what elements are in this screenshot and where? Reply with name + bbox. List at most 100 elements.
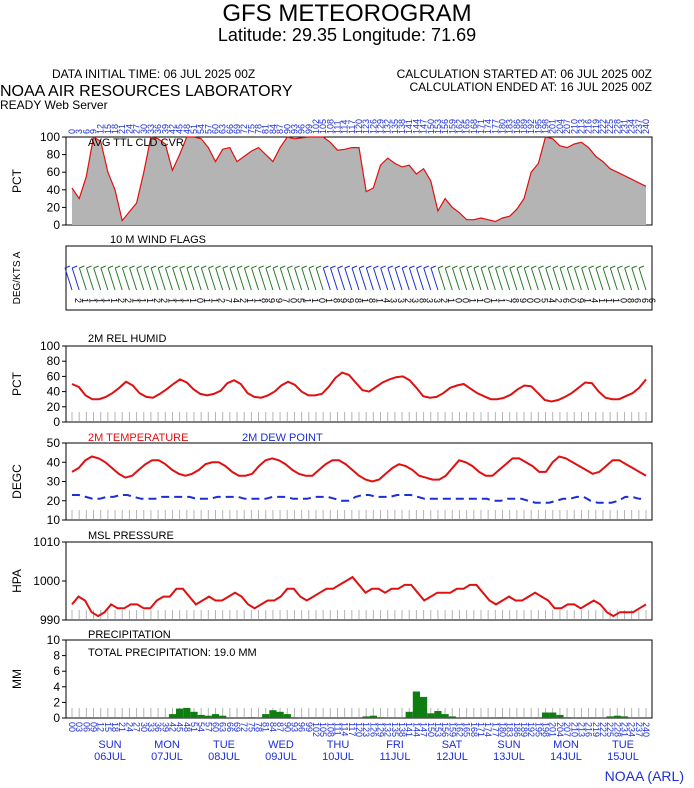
y-axis-label: DEGC [10, 464, 24, 499]
wind-flag-staff [236, 267, 245, 291]
top-hour-label: 171 [476, 119, 486, 134]
wind-flag-staff [114, 267, 123, 291]
bottom-hour-label: 90 [282, 722, 292, 732]
wind-dir-label: 4 [382, 298, 392, 303]
wind-flag-staff [351, 267, 360, 291]
y-tick-label: 40 [47, 455, 61, 469]
wind-dir-label: 1 [138, 298, 148, 303]
top-hour-label: 27 [132, 124, 142, 134]
wind-dir-label: 9 [575, 298, 585, 303]
data-initial-time: DATA INITIAL TIME: 06 JUL 2025 00Z [52, 67, 256, 81]
wind-flag-barb [488, 265, 494, 269]
date-label: 06JUL [94, 751, 126, 763]
wind-dir-label: 1 [324, 298, 334, 303]
bottom-hour-label: 237 [634, 722, 644, 737]
wind-dir-label: 3 [432, 298, 442, 303]
bottom-hour-label: 93 [289, 722, 299, 732]
wind-flag-staff [459, 267, 468, 291]
bottom-hour-label: 222 [598, 722, 608, 737]
wind-dir-label: 9 [518, 298, 528, 303]
calculation-started: CALCULATION STARTED AT: 06 JUL 2025 00Z [396, 67, 652, 81]
wind-flag-staff [423, 267, 432, 291]
precip-bar [613, 715, 621, 718]
wind-flag-barb [445, 265, 451, 269]
precip-bar [434, 711, 442, 718]
precip-bar [283, 714, 291, 718]
bottom-hour-label: 240 [641, 722, 651, 737]
bottom-hour-label: 99 [304, 722, 314, 732]
bottom-hour-label: 87 [275, 722, 285, 732]
precip-bar [290, 717, 298, 718]
y-tick-label: 20 [47, 200, 61, 214]
wind-dir-label: 8 [353, 298, 363, 303]
wind-flag-barb [631, 265, 638, 269]
panel-title: PRECIPITATION [88, 629, 171, 641]
day-label: TUE [612, 739, 634, 751]
bottom-hour-label: 177 [490, 722, 500, 737]
bottom-hour-label: 192 [526, 722, 536, 737]
wind-flag-barb [158, 265, 164, 269]
wind-flag-staff [208, 267, 216, 291]
dew-point-line [72, 494, 646, 504]
wind-flag-barb [330, 265, 336, 269]
top-hour-label: 159 [447, 119, 457, 134]
wind-flag-staff [502, 267, 511, 291]
top-hour-label: 147 [419, 119, 429, 134]
wind-dir-label: 2 [123, 298, 133, 303]
bottom-hour-label: 219 [591, 722, 601, 737]
bottom-hour-label: 126 [368, 722, 378, 737]
top-hour-label: 162 [454, 119, 464, 134]
y-tick-label: 1000 [33, 574, 60, 588]
top-hour-label: 105 [318, 119, 328, 134]
wind-dir-label: 1 [604, 298, 614, 303]
wind-flag-barb [480, 265, 487, 269]
y-tick-label: 60 [47, 369, 61, 383]
wind-dir-label: 1 [597, 298, 607, 303]
wind-dir-label: 2 [116, 298, 126, 303]
bottom-hour-label: 162 [454, 722, 464, 737]
precip-bar [420, 696, 428, 718]
wind-flag-barb [574, 265, 580, 269]
bottom-hour-label: 153 [433, 722, 443, 737]
bottom-hour-label: 234 [627, 722, 637, 737]
panel-frame-2 [65, 345, 653, 423]
wind-dir-label: 3 [396, 298, 406, 303]
wind-flag-barb [509, 265, 516, 269]
bottom-hour-label: 156 [440, 722, 450, 737]
bottom-hour-label: 150 [426, 722, 436, 737]
top-hour-label: 21 [117, 124, 127, 134]
wind-flag-staff [516, 267, 525, 291]
wind-dir-label: 2 [439, 298, 449, 303]
bottom-hour-label: 171 [476, 722, 486, 737]
wind-dir-label: 1 [489, 298, 499, 303]
y-tick-label: 1010 [33, 535, 60, 549]
panel-title: 10 M WIND FLAGS [110, 234, 206, 246]
top-hour-label: 42 [167, 124, 177, 134]
top-hour-label: 15 [103, 124, 113, 134]
top-hour-label: 36 [153, 124, 163, 134]
wind-flag-barb [495, 265, 501, 269]
top-hour-label: 114 [340, 120, 350, 134]
wind-flag-staff [530, 267, 539, 291]
wind-flag-barb [423, 265, 429, 269]
wind-dir-label: 3 [410, 298, 420, 303]
wind-flag-staff [265, 267, 274, 291]
day-label: FRI [386, 739, 404, 751]
wind-dir-label: 1 [468, 298, 478, 303]
total-precip-annotation: TOTAL PRECIPITATION: 19.0 MM [88, 647, 257, 659]
precip-bar [369, 715, 377, 718]
y-tick-label: 0 [53, 218, 60, 232]
top-hour-label: 240 [641, 119, 651, 134]
wind-flag-barb [617, 265, 623, 269]
wind-dir-label: 1 [166, 298, 176, 303]
bottom-hour-label: 24 [124, 722, 134, 732]
wind-dir-label: 4 [231, 298, 241, 303]
wind-flag-staff [394, 267, 403, 291]
top-hour-label: 189 [519, 119, 529, 134]
wind-flag-barb [351, 265, 358, 269]
precip-bar [247, 717, 255, 718]
top-hour-label: 99 [304, 124, 314, 134]
top-hour-label: 180 [498, 119, 508, 134]
wind-flag-staff [186, 267, 195, 291]
bottom-hour-label: 48 [182, 722, 192, 732]
